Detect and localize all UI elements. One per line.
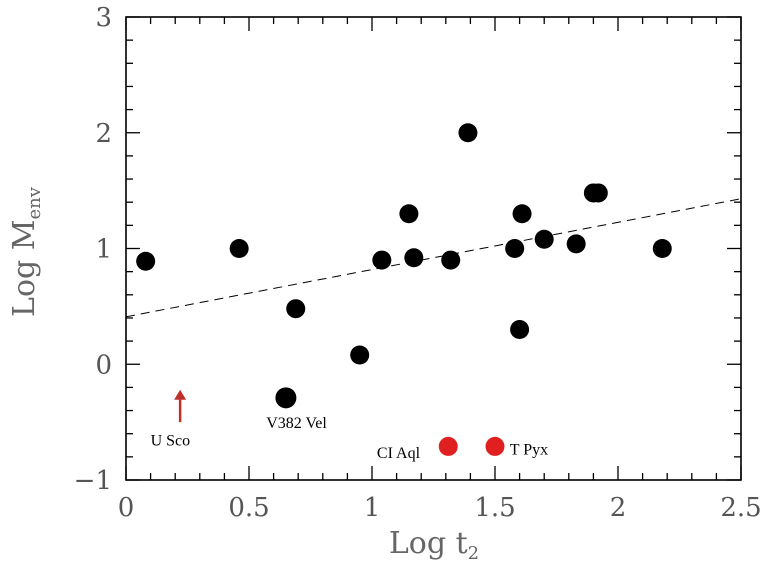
annotations: V382 Vel CI Aql T Pyx U Sco [151, 415, 549, 462]
x-axis-title-main: Log t [389, 526, 468, 561]
y-tick-label: 2 [95, 119, 112, 149]
x-tick-label: 0.5 [228, 493, 269, 523]
data-point [458, 123, 478, 143]
data-point [404, 248, 424, 268]
data-point [512, 204, 532, 224]
data-point [510, 320, 530, 340]
x-axis-title: Log t2 [389, 526, 479, 564]
data-point [399, 204, 419, 224]
axis-ticks [125, 16, 742, 481]
x-tick-label: 2.5 [720, 493, 761, 523]
annotation-label: U Sco [151, 432, 191, 449]
upper-limit-arrow [174, 389, 187, 423]
data-point [136, 251, 156, 271]
data-point [566, 234, 586, 254]
y-tick-label: 0 [95, 350, 112, 380]
annotation-label: T Pyx [510, 442, 548, 459]
data-point [652, 239, 672, 258]
y-tick-label: −1 [74, 466, 112, 496]
y-axis-title: Log Menv [7, 186, 45, 317]
annotation-label: V382 Vel [266, 415, 327, 432]
data-point [229, 239, 249, 258]
x-tick-label: 1 [364, 493, 381, 523]
data-point [534, 229, 554, 249]
x-tick-label: 0 [118, 493, 135, 523]
data-point [286, 299, 306, 319]
data-point [350, 345, 370, 365]
data-point [505, 239, 525, 258]
arrow-head [174, 389, 187, 400]
y-tick-labels: −1 0 1 2 3 [74, 3, 112, 496]
x-tick-labels: 0 0.5 1 1.5 2 2.5 [118, 493, 762, 523]
y-tick-label: 3 [95, 3, 112, 33]
annotation-label: CI Aql [377, 445, 421, 462]
x-tick-label: 1.5 [474, 493, 515, 523]
data-point [372, 250, 392, 270]
x-tick-label: 2 [610, 493, 627, 523]
x-axis-title-subscript: 2 [468, 543, 479, 564]
y-axis-title-main: Log M [7, 219, 42, 316]
data-point [485, 436, 505, 456]
data-point [275, 387, 297, 409]
data-points [136, 123, 672, 456]
data-point [438, 436, 458, 456]
y-tick-label: 1 [95, 235, 112, 265]
y-axis-title-subscript: env [24, 186, 45, 219]
plot-frame [125, 16, 742, 481]
data-point [588, 183, 608, 203]
fit-line [125, 198, 742, 318]
data-point [441, 250, 461, 270]
